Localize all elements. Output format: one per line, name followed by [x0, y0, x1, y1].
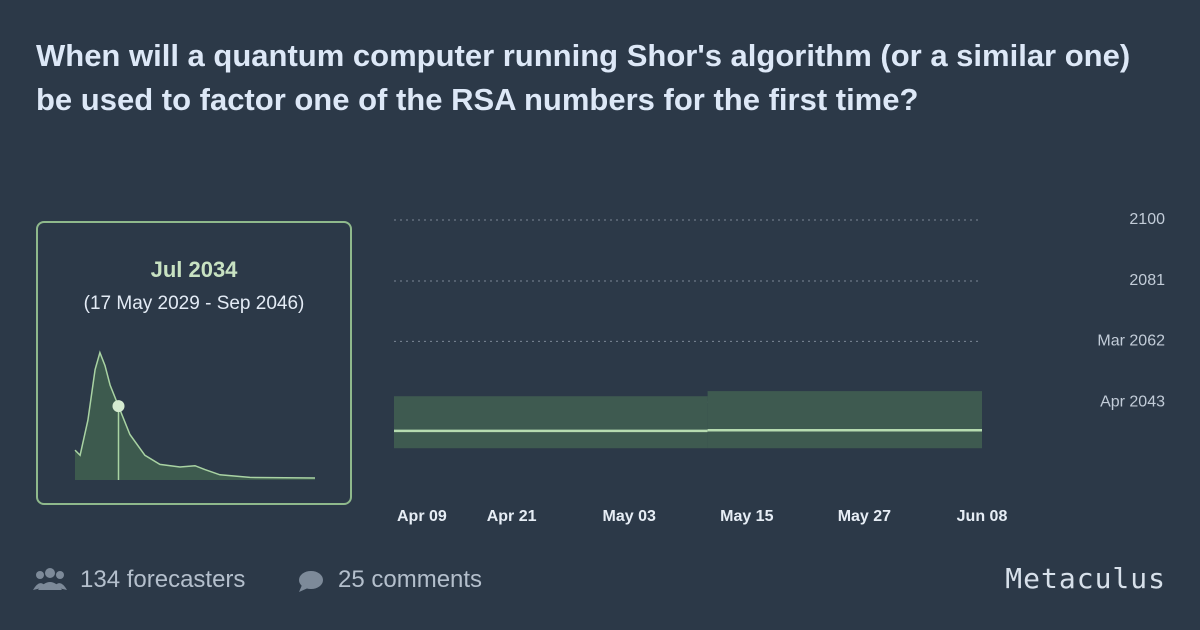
x-tick-label: May 27	[838, 508, 891, 525]
forecasters-icon	[33, 568, 67, 590]
question-title: When will a quantum computer running Sho…	[36, 38, 1131, 117]
x-tick-label: Jun 08	[957, 508, 1008, 525]
density-area	[75, 352, 315, 480]
x-tick-label: Apr 21	[487, 508, 537, 525]
comments-count: 25 comments	[338, 566, 483, 593]
y-tick-label: 2081	[1129, 272, 1165, 289]
forecast-card: Jul 2034 (17 May 2029 - Sep 2046)	[36, 221, 352, 505]
y-tick-label: Mar 2062	[1097, 333, 1165, 350]
interval-band	[707, 391, 982, 449]
interval-band	[394, 396, 708, 449]
x-tick-label: Apr 09	[397, 508, 447, 525]
y-tick-label: 2100	[1129, 211, 1165, 228]
y-tick-label: Apr 2043	[1100, 393, 1165, 410]
forecast-range: (17 May 2029 - Sep 2046)	[83, 293, 305, 314]
brand-logo[interactable]: Metaculus	[1005, 562, 1166, 595]
forecasters-count: 134 forecasters	[80, 566, 246, 593]
x-tick-label: May 03	[603, 508, 656, 525]
median-marker	[112, 400, 125, 413]
x-tick-label: May 15	[720, 508, 773, 525]
density-line	[74, 350, 316, 479]
comments-icon	[299, 571, 323, 592]
median-forecast: Jul 2034	[150, 257, 238, 282]
